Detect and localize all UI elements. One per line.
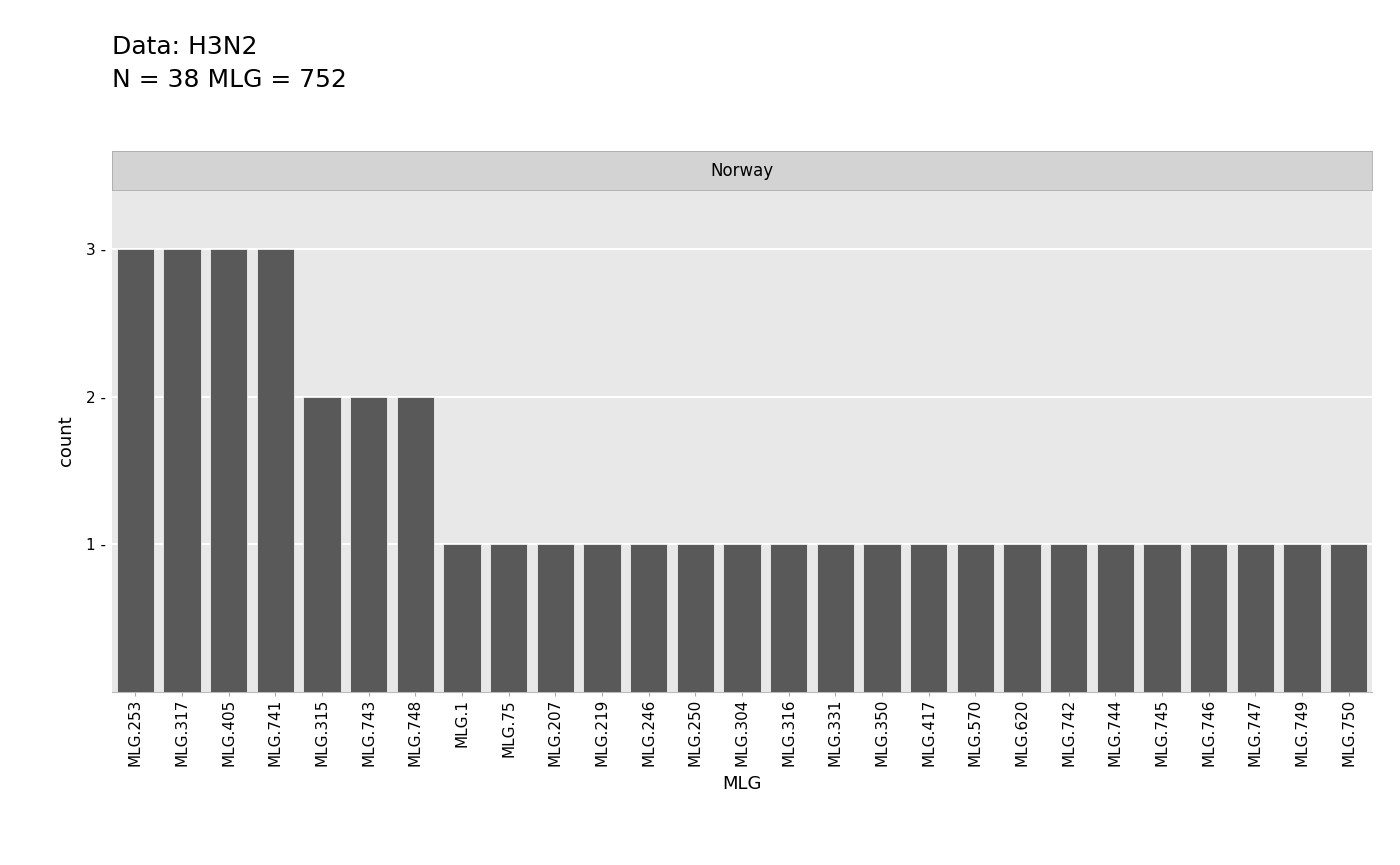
- Bar: [490, 544, 528, 692]
- Bar: [1050, 544, 1088, 692]
- Bar: [1284, 544, 1320, 692]
- Bar: [1190, 544, 1228, 692]
- X-axis label: MLG: MLG: [722, 775, 762, 793]
- Bar: [1144, 544, 1180, 692]
- Bar: [956, 544, 994, 692]
- Bar: [1096, 544, 1134, 692]
- Text: Norway: Norway: [710, 162, 774, 180]
- Bar: [210, 249, 248, 692]
- Bar: [1236, 544, 1274, 692]
- Bar: [256, 249, 294, 692]
- Bar: [164, 249, 200, 692]
- Bar: [816, 544, 854, 692]
- Y-axis label: count: count: [57, 416, 76, 466]
- Bar: [910, 544, 948, 692]
- Bar: [864, 544, 900, 692]
- Bar: [630, 544, 668, 692]
- Bar: [536, 544, 574, 692]
- Bar: [724, 544, 760, 692]
- Bar: [116, 249, 154, 692]
- Bar: [396, 397, 434, 692]
- Bar: [1330, 544, 1368, 692]
- Bar: [770, 544, 808, 692]
- Bar: [1004, 544, 1040, 692]
- Bar: [350, 397, 388, 692]
- Bar: [676, 544, 714, 692]
- Bar: [444, 544, 480, 692]
- Text: Data: H3N2
N = 38 MLG = 752: Data: H3N2 N = 38 MLG = 752: [112, 35, 347, 92]
- Bar: [584, 544, 620, 692]
- Bar: [304, 397, 340, 692]
